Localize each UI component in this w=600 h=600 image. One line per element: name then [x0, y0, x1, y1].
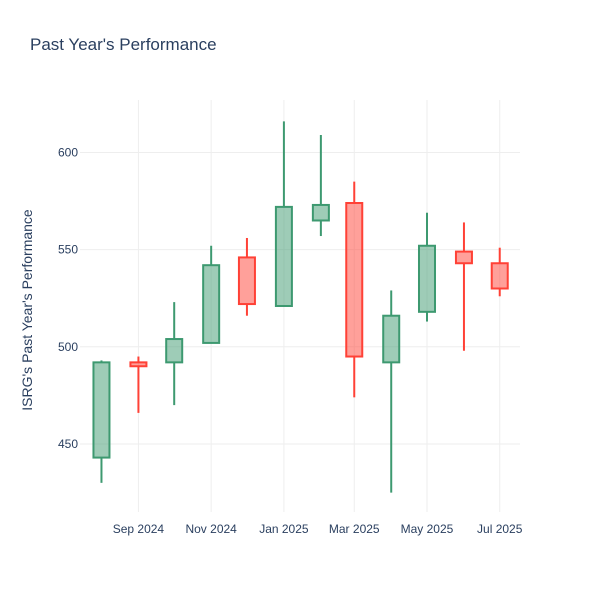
candle-body	[382, 314, 401, 364]
candle	[165, 302, 184, 406]
candle	[92, 360, 111, 483]
candle	[237, 237, 256, 316]
x-tick-label: May 2025	[401, 522, 454, 536]
candles-layer	[92, 121, 509, 493]
y-tick-label: 600	[58, 145, 78, 159]
candle	[417, 212, 436, 322]
chart-title: Past Year's Performance	[30, 35, 217, 54]
candle	[454, 222, 473, 351]
candle	[202, 245, 221, 344]
x-tick-label: Jul 2025	[477, 522, 523, 536]
candle-body	[237, 256, 256, 306]
y-tick-label: 450	[58, 437, 78, 451]
y-tick-label: 500	[58, 340, 78, 354]
y-axis-ticks: 450 500 550 600	[58, 145, 78, 451]
y-tick-label: 550	[58, 243, 78, 257]
x-tick-label: Jan 2025	[259, 522, 309, 536]
candle-body	[454, 250, 473, 265]
candle-body	[129, 361, 148, 368]
x-tick-label: Sep 2024	[113, 522, 165, 536]
y-axis-label: ISRG's Past Year's Performance	[19, 209, 35, 411]
candle	[274, 121, 293, 307]
x-tick-label: Nov 2024	[185, 522, 237, 536]
candle-body	[311, 203, 330, 222]
x-axis-ticks: Sep 2024 Nov 2024 Jan 2025 Mar 2025 May 2025…	[113, 522, 523, 536]
candle	[382, 290, 401, 493]
candle-body	[490, 262, 509, 290]
grid-layer	[80, 100, 520, 512]
candle-body	[202, 264, 221, 344]
candle-body	[165, 338, 184, 364]
candle-body	[92, 361, 111, 459]
candle-body	[274, 205, 293, 307]
candle	[129, 356, 148, 413]
candle	[490, 247, 509, 297]
candle-body	[417, 244, 436, 313]
candle	[311, 134, 330, 237]
x-tick-label: Mar 2025	[329, 522, 380, 536]
candle-body	[345, 202, 364, 358]
candle	[345, 181, 364, 398]
